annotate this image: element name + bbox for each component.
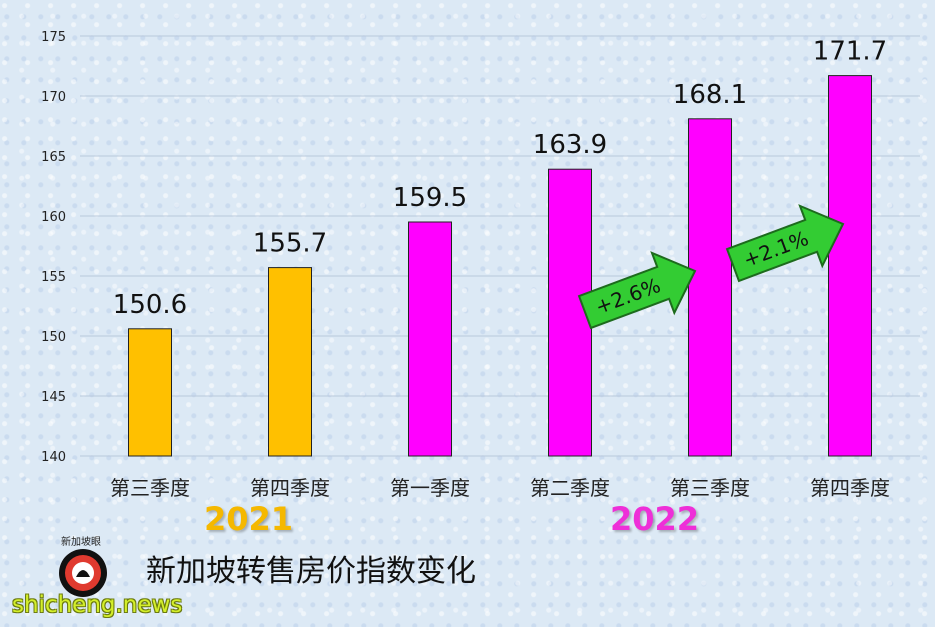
data-label: 159.5	[393, 183, 467, 213]
y-tick-label: 145	[41, 390, 66, 405]
y-tick-label: 170	[41, 90, 66, 105]
bar	[128, 328, 172, 457]
bar	[268, 267, 312, 457]
x-tick-label: 第四季度	[250, 476, 330, 500]
arrow-shape	[725, 204, 845, 283]
logo-icon	[59, 549, 107, 597]
logo-text: 新加坡眼	[61, 537, 101, 548]
y-tick-label: 140	[41, 450, 66, 465]
data-labels: 150.6 155.7 159.5 163.9 168.1 171.7	[113, 37, 887, 320]
y-axis-ticks: 140 145 150 155 160 165 170 175	[41, 30, 66, 465]
data-label: 155.7	[253, 229, 327, 259]
bars	[128, 75, 872, 457]
x-tick-label: 第四季度	[810, 476, 890, 500]
data-label: 150.6	[113, 290, 187, 320]
gridlines	[80, 35, 920, 457]
y-tick-label: 165	[41, 150, 66, 165]
x-tick-label: 第一季度	[390, 476, 470, 500]
arrow-shape	[577, 251, 697, 330]
year-label-2021: 2021	[204, 500, 294, 538]
data-label: 171.7	[813, 37, 887, 67]
data-label: 163.9	[533, 130, 607, 160]
bar	[828, 75, 872, 457]
site-watermark: shicheng.news	[12, 592, 183, 618]
x-axis-ticks: 第三季度 第四季度 第一季度 第二季度 第三季度 第四季度	[110, 476, 890, 500]
y-tick-label: 175	[41, 30, 66, 45]
year-label-2022: 2022	[610, 500, 700, 538]
growth-arrow: +2.6%	[577, 251, 697, 330]
bar	[688, 118, 732, 457]
y-tick-label: 150	[41, 330, 66, 345]
y-tick-label: 160	[41, 210, 66, 225]
data-label: 168.1	[673, 80, 747, 110]
x-tick-label: 第三季度	[670, 476, 750, 500]
chart-title: 新加坡转售房价指数变化	[146, 554, 476, 589]
x-tick-label: 第三季度	[110, 476, 190, 500]
bar	[408, 221, 452, 457]
x-tick-label: 第二季度	[530, 476, 610, 500]
y-tick-label: 155	[41, 270, 66, 285]
